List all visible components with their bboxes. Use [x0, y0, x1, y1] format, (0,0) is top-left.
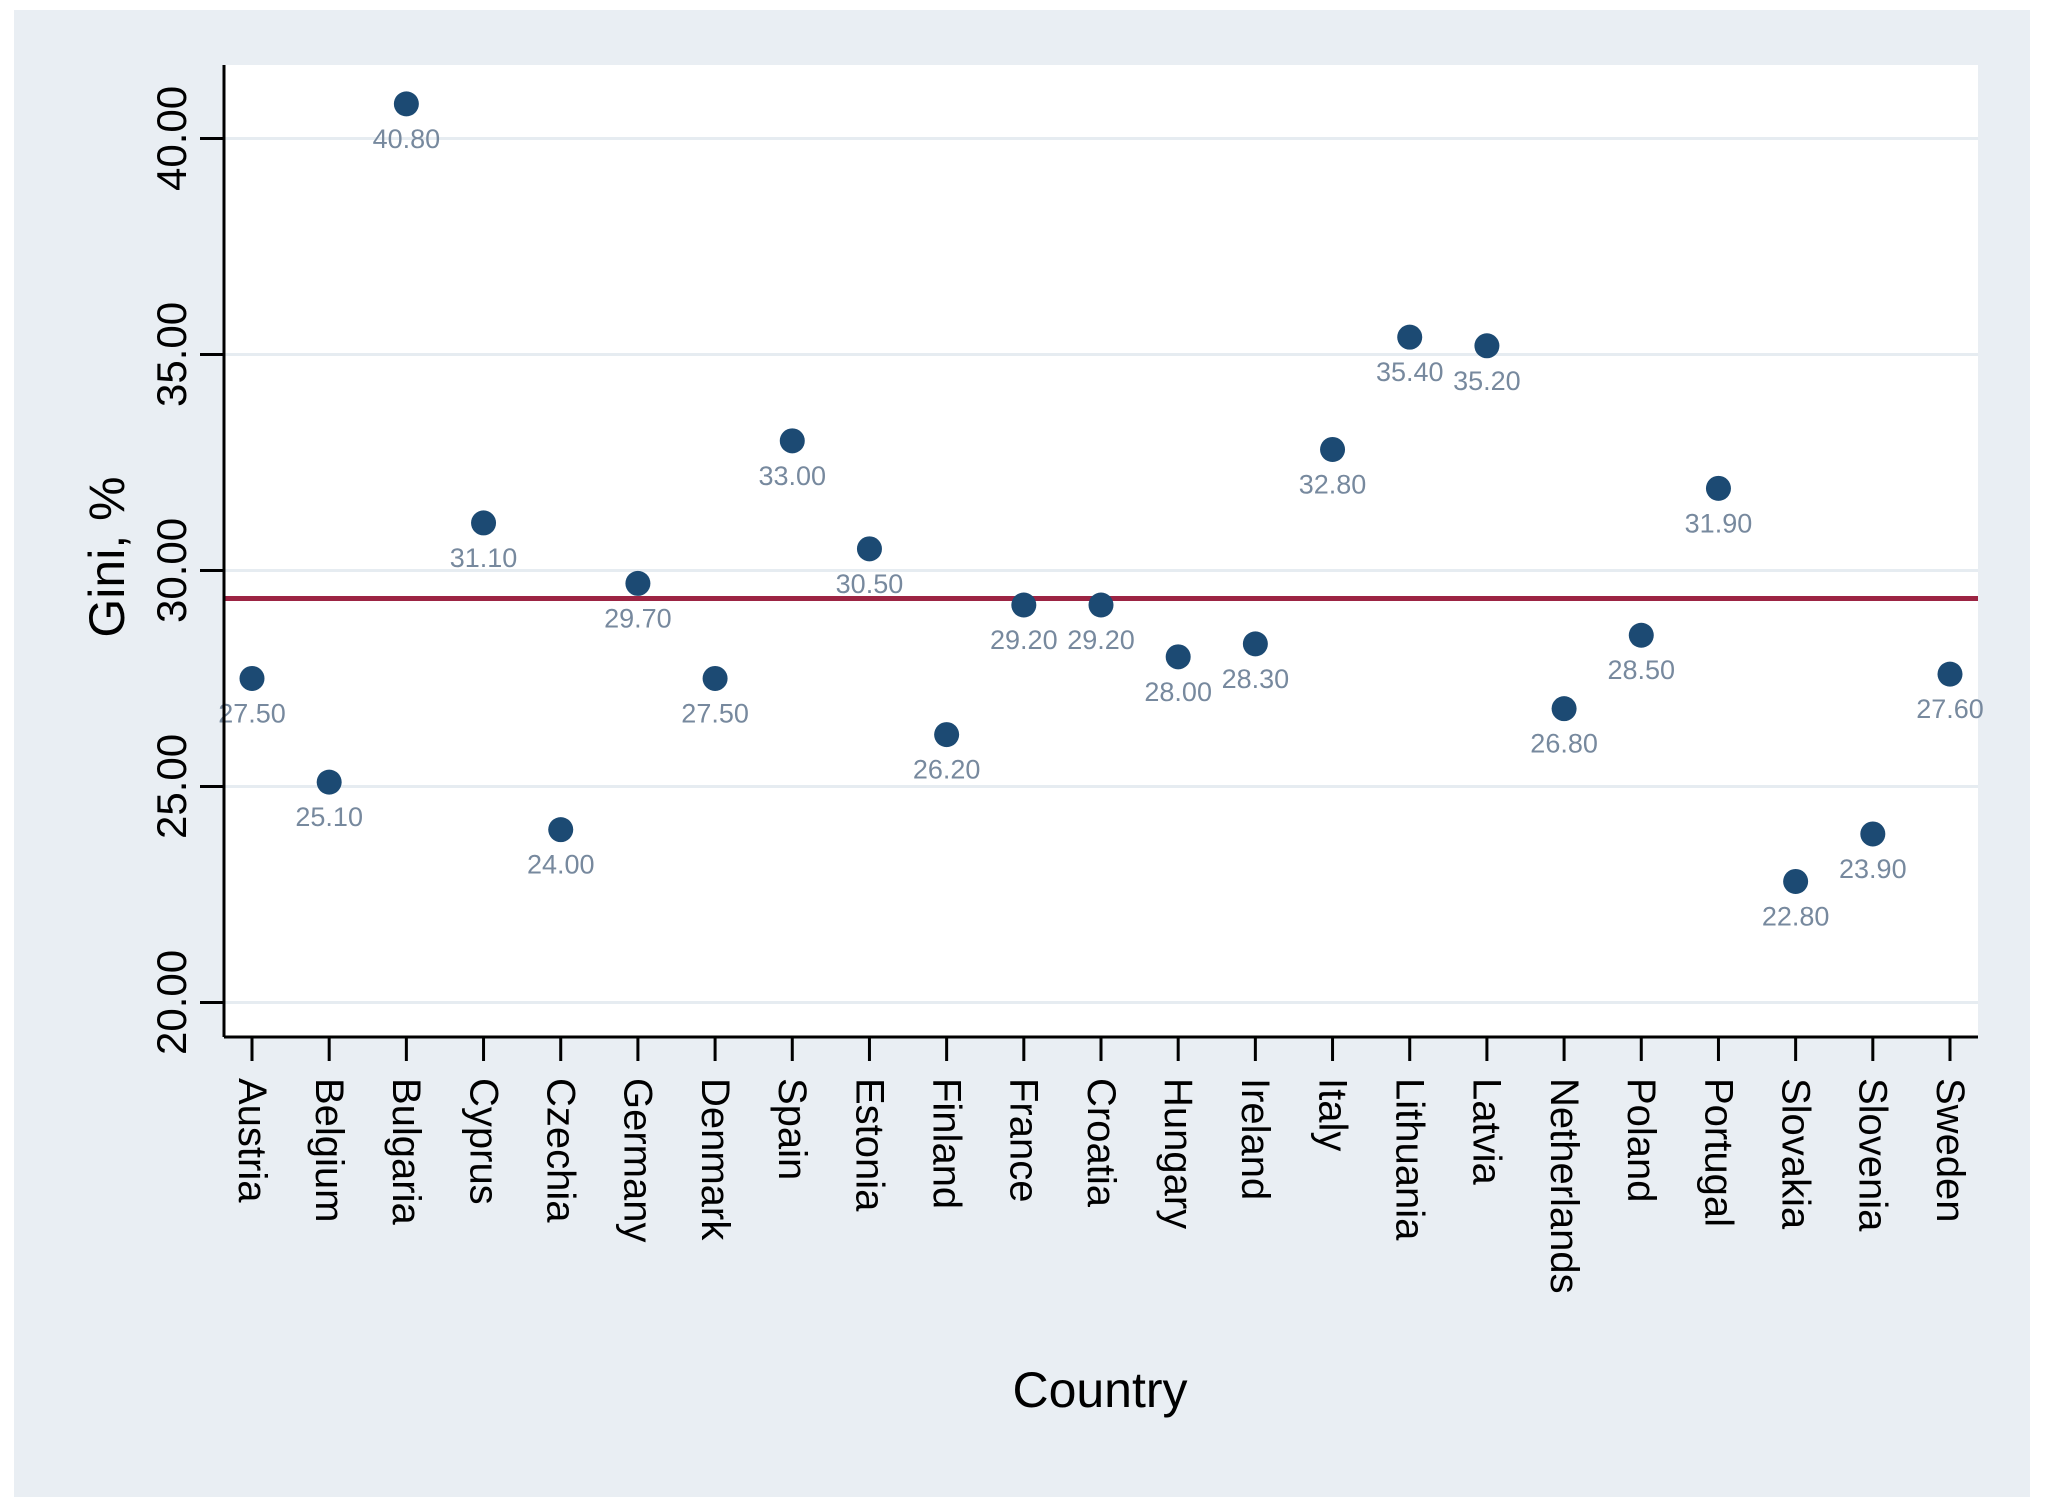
data-point-belgium [316, 769, 342, 795]
x-tick-label-bulgaria: Bulgaria [384, 1078, 428, 1226]
point-label-czechia: 24.00 [527, 850, 595, 880]
point-label-france: 29.20 [990, 625, 1058, 655]
data-point-spain [779, 428, 805, 454]
data-point-netherlands [1551, 696, 1577, 722]
x-tick-label-spain: Spain [770, 1078, 814, 1180]
x-tick-label-finland: Finland [924, 1078, 968, 1209]
y-tick-label-20: 20.00 [148, 950, 195, 1055]
point-label-ireland: 28.30 [1222, 664, 1290, 694]
x-tick-label-portugal: Portugal [1696, 1078, 1740, 1227]
x-tick-label-belgium: Belgium [307, 1078, 351, 1223]
point-label-germany: 29.70 [604, 603, 672, 633]
x-tick-label-denmark: Denmark [693, 1078, 737, 1241]
plot-area [224, 65, 1978, 1037]
data-point-denmark [702, 665, 728, 691]
data-point-slovenia [1860, 821, 1886, 847]
point-label-austria: 27.50 [218, 698, 286, 728]
data-point-latvia [1474, 333, 1500, 359]
point-label-latvia: 35.20 [1453, 366, 1521, 396]
data-point-sweden [1937, 661, 1963, 687]
x-tick-label-czechia: Czechia [539, 1078, 583, 1223]
y-axis-title: Gini, % [79, 476, 135, 638]
x-tick-label-slovenia: Slovenia [1851, 1078, 1895, 1232]
point-label-sweden: 27.60 [1916, 694, 1984, 724]
x-axis-title: Country [1012, 1362, 1188, 1418]
x-tick-label-sweden: Sweden [1928, 1078, 1972, 1223]
x-tick-label-italy: Italy [1310, 1078, 1354, 1151]
point-label-belgium: 25.10 [295, 802, 363, 832]
data-point-estonia [856, 536, 882, 562]
point-label-netherlands: 26.80 [1530, 729, 1598, 759]
point-label-slovenia: 23.90 [1839, 854, 1907, 884]
x-tick-label-croatia: Croatia [1079, 1078, 1123, 1208]
data-point-czechia [548, 817, 574, 843]
point-label-hungary: 28.00 [1144, 677, 1212, 707]
data-point-italy [1320, 436, 1346, 462]
y-tick-label-30: 30.00 [148, 518, 195, 623]
data-point-germany [625, 570, 651, 596]
data-point-bulgaria [393, 91, 419, 117]
y-tick-label-40: 40.00 [148, 86, 195, 191]
x-tick-label-france: France [1002, 1078, 1046, 1203]
x-tick-label-hungary: Hungary [1156, 1078, 1200, 1229]
point-label-cyprus: 31.10 [450, 543, 518, 573]
point-label-italy: 32.80 [1299, 469, 1367, 499]
point-label-denmark: 27.50 [681, 698, 749, 728]
point-label-croatia: 29.20 [1067, 625, 1135, 655]
data-point-austria [239, 665, 265, 691]
data-point-hungary [1165, 644, 1191, 670]
data-point-cyprus [471, 510, 497, 536]
point-label-portugal: 31.90 [1685, 508, 1753, 538]
x-tick-label-ireland: Ireland [1233, 1078, 1277, 1200]
point-label-slovakia: 22.80 [1762, 901, 1830, 931]
x-tick-label-slovakia: Slovakia [1773, 1078, 1817, 1230]
point-label-poland: 28.50 [1607, 655, 1675, 685]
x-tick-label-cyprus: Cyprus [461, 1078, 505, 1205]
data-point-slovakia [1783, 868, 1809, 894]
data-point-poland [1628, 622, 1654, 648]
point-label-estonia: 30.50 [836, 569, 904, 599]
data-point-croatia [1088, 592, 1114, 618]
x-tick-label-latvia: Latvia [1465, 1078, 1509, 1185]
data-point-france [1011, 592, 1037, 618]
point-label-lithuania: 35.40 [1376, 357, 1444, 387]
data-point-ireland [1242, 631, 1268, 657]
point-label-spain: 33.00 [758, 461, 826, 491]
x-tick-label-estonia: Estonia [847, 1078, 891, 1212]
data-point-lithuania [1397, 324, 1423, 350]
x-tick-label-austria: Austria [230, 1078, 274, 1203]
y-tick-label-35: 35.00 [148, 302, 195, 407]
x-tick-label-lithuania: Lithuania [1388, 1078, 1432, 1241]
data-point-portugal [1705, 475, 1731, 501]
data-point-finland [934, 722, 960, 748]
x-tick-label-germany: Germany [616, 1078, 660, 1243]
x-tick-label-netherlands: Netherlands [1542, 1078, 1586, 1294]
point-label-bulgaria: 40.80 [373, 124, 441, 154]
x-tick-label-poland: Poland [1619, 1078, 1663, 1203]
point-label-finland: 26.20 [913, 755, 981, 785]
y-tick-label-25: 25.00 [148, 734, 195, 839]
